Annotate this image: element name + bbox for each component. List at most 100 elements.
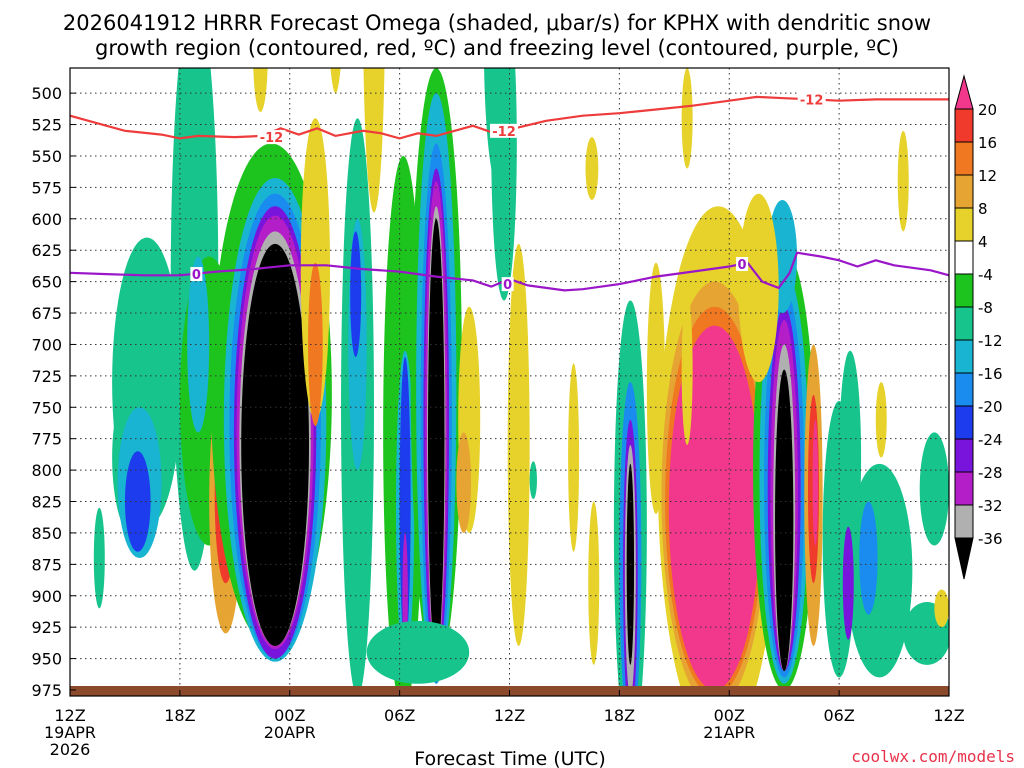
- x-tick-year-0: 2026: [50, 740, 91, 759]
- colorbar-swatch-12: [954, 471, 974, 506]
- omega-cell-5: [124, 451, 151, 552]
- freezing-contour-label-bg-0: [190, 267, 203, 282]
- colorbar-label-8: -16: [978, 365, 1003, 383]
- colorbar-cap-top: [954, 74, 974, 110]
- colorbar-label-9: -20: [978, 398, 1003, 416]
- omega-cell-46: [529, 461, 537, 500]
- dgz-contour-label-bg-1: [490, 123, 519, 138]
- colorbar-label-1: 16: [978, 134, 997, 152]
- omega-cell-57: [701, 394, 743, 571]
- omega-cell-23: [350, 231, 362, 358]
- colorbar-swatch-2: [954, 141, 974, 176]
- omega-cell-16: [241, 243, 309, 647]
- colorbar: 20 16 12 8 4 -4 -8 -12 -16 -20 -24 -28 -32 -36: [954, 74, 1003, 580]
- credit-text: coolwx.com/models: [851, 747, 1015, 766]
- omega-cell-72: [846, 463, 913, 678]
- colorbar-swatch-6: [954, 273, 974, 308]
- omega-cell-78: [934, 589, 949, 628]
- dgz-contour-label-1: -12: [492, 125, 516, 140]
- x-tick-date-0: 19APR: [44, 723, 96, 742]
- x-tick-label-7: 06Z: [823, 706, 854, 725]
- colorbar-label-7: -12: [978, 332, 1003, 350]
- y-axis: 500 525 550 575 600 625 650 675 700 725 750 775 800 8…: [31, 84, 76, 700]
- colorbar-swatch-4: [954, 207, 974, 242]
- omega-cell-45: [588, 501, 600, 665]
- colorbar-label-13: -36: [978, 530, 1003, 548]
- freezing-contour-label-bg-1: [501, 277, 514, 292]
- omega-cell-69: [738, 193, 779, 383]
- y-tick-label-6: 650: [31, 273, 62, 292]
- x-tick-label-2: 00Z: [274, 706, 305, 725]
- y-tick-label-0: 500: [31, 84, 62, 103]
- colorbar-swatch-5: [954, 240, 974, 275]
- contour-labels: -12 -12 -12 0 0 0: [190, 92, 826, 293]
- omega-cell-43: [585, 137, 599, 200]
- y-tick-label-10: 750: [31, 398, 62, 417]
- colorbar-swatch-3: [954, 174, 974, 209]
- chart-title-line1: 2026041912 HRRR Forecast Omega (shaded, …: [63, 11, 931, 35]
- colorbar-swatch-8: [954, 339, 974, 374]
- y-tick-label-15: 875: [31, 555, 62, 574]
- colorbar-swatch-11: [954, 438, 974, 473]
- colorbar-label-2: 12: [978, 167, 997, 185]
- omega-cell-81: [897, 130, 909, 232]
- omega-cell-73: [859, 501, 878, 615]
- colorbar-label-6: -8: [978, 299, 993, 317]
- y-tick-label-19: 975: [31, 681, 62, 700]
- chart-title-line2: growth region (contoured, red, ºC) and f…: [95, 36, 899, 60]
- x-tick-label-8: 12Z: [933, 706, 964, 725]
- colorbar-swatch-9: [954, 372, 974, 407]
- x-tick-label-4: 12Z: [494, 706, 525, 725]
- y-tick-label-3: 575: [31, 178, 62, 197]
- freezing-contour-label-0: 0: [192, 268, 201, 283]
- omega-cell-80: [681, 68, 693, 169]
- colorbar-label-5: -4: [978, 266, 993, 284]
- omega-cell-19: [330, 68, 341, 94]
- x-axis-title: Forecast Time (UTC): [414, 748, 605, 768]
- colorbar-cap-bottom: [954, 537, 974, 580]
- colorbar-swatch-1: [954, 108, 974, 143]
- omega-cell-67: [812, 419, 819, 546]
- y-tick-label-5: 625: [31, 241, 62, 260]
- dgz-contour-label-2: -12: [800, 93, 824, 108]
- y-tick-label-12: 800: [31, 461, 62, 480]
- dgz-contour-line: [70, 95, 949, 140]
- dgz-contour-label-bg-2: [797, 92, 826, 107]
- colorbar-swatch-10: [954, 405, 974, 440]
- omega-cell-75: [875, 382, 887, 458]
- y-tick-label-7: 675: [31, 304, 62, 323]
- colorbar-label-12: -32: [978, 497, 1003, 515]
- y-tick-label-14: 850: [31, 524, 62, 543]
- colorbar-swatch-13: [954, 504, 974, 539]
- x-tick-label-0: 12Z: [54, 706, 85, 725]
- y-tick-label-11: 775: [31, 430, 62, 449]
- omega-cell-24: [363, 68, 385, 213]
- omega-cell-82: [93, 507, 105, 609]
- freezing-contour-label-1: 0: [503, 278, 512, 293]
- x-tick-label-6: 00Z: [714, 706, 745, 725]
- colorbar-label-0: 20: [978, 101, 997, 119]
- x-tick-label-1: 18Z: [164, 706, 195, 725]
- omega-cell-20: [253, 68, 268, 112]
- omega-cell-39: [456, 432, 472, 533]
- x-tick-date-2: 20APR: [264, 723, 316, 742]
- colorbar-swatch-7: [954, 306, 974, 341]
- y-tick-label-8: 700: [31, 335, 62, 354]
- colorbar-label-4: 4: [978, 233, 988, 251]
- omega-cell-77: [919, 432, 949, 546]
- omega-cell-6: [187, 256, 210, 433]
- y-tick-label-2: 550: [31, 147, 62, 166]
- y-tick-label-18: 950: [31, 650, 62, 669]
- freezing-contour-label-bg-2: [736, 257, 749, 272]
- y-tick-label-17: 925: [31, 618, 62, 637]
- freezing-contour-label-2: 0: [738, 258, 747, 273]
- omega-cell-79: [681, 294, 693, 445]
- omega-cell-74: [842, 526, 854, 640]
- plot-area: -12 -12 -12 0 0 0: [70, 68, 949, 696]
- x-tick-label-3: 06Z: [384, 706, 415, 725]
- omega-cell-64: [775, 369, 794, 672]
- colorbar-label-3: 8: [978, 200, 988, 218]
- colorbar-label-11: -28: [978, 464, 1003, 482]
